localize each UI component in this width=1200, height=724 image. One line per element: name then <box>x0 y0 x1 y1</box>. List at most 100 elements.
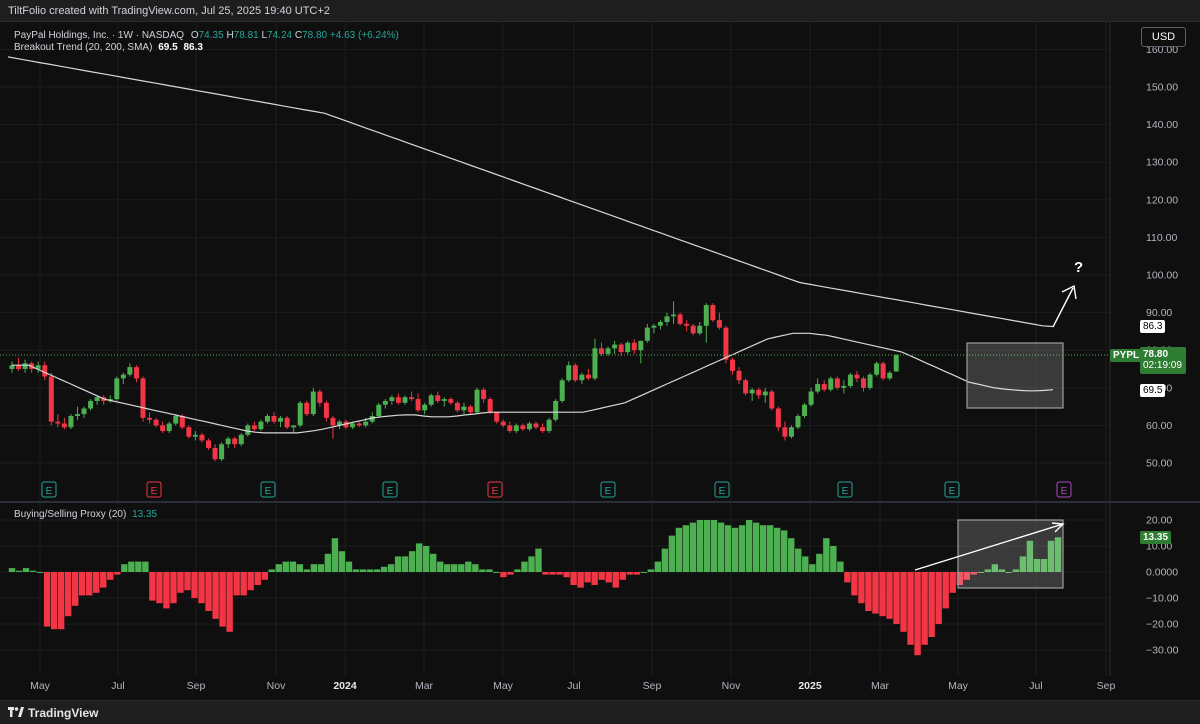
candle-body <box>782 427 788 437</box>
oscillator-bar <box>703 520 711 572</box>
time-tick-label: Sep <box>643 680 662 692</box>
candle-body <box>841 385 847 388</box>
time-tick-label: Jul <box>111 680 124 692</box>
oscillator-bar <box>163 572 170 609</box>
candle-body <box>861 378 866 388</box>
candle-body <box>251 425 257 430</box>
candle-body <box>638 340 644 351</box>
candle-body <box>762 391 768 396</box>
oscillator-bar <box>50 572 58 630</box>
candle-body <box>513 425 519 432</box>
candle-body <box>42 365 48 377</box>
oscillator-bar <box>577 572 584 588</box>
oscillator-bar <box>430 553 437 572</box>
symbol-tag: PYPL <box>1110 349 1143 362</box>
candle-body <box>802 404 808 416</box>
candle-body <box>441 399 447 401</box>
sma20-price-tag: 69.5 <box>1140 384 1166 397</box>
oscillator-bar <box>226 572 233 632</box>
candle-body <box>795 416 801 428</box>
candle-body <box>428 395 434 405</box>
oscillator-value-tag: 13.35 <box>1140 531 1172 544</box>
currency-button[interactable]: USD <box>1141 27 1186 47</box>
oscillator-bar <box>1019 556 1027 572</box>
topbar-text: TiltFolio created with TradingView.com, … <box>8 5 330 17</box>
candle-body <box>297 402 303 426</box>
candle-body <box>507 425 513 432</box>
oscillator-bar <box>766 525 774 572</box>
oscillator-bar <box>584 572 591 583</box>
oscillator-bar <box>710 520 718 572</box>
earnings-marker <box>1056 481 1072 498</box>
candle-body <box>192 434 198 437</box>
breakout-arrow <box>1052 287 1074 328</box>
candle-body <box>854 374 860 379</box>
earnings-marker <box>837 481 853 498</box>
oscillator-bar <box>507 572 514 575</box>
candle-body <box>179 416 185 428</box>
candle-body <box>847 374 853 386</box>
oscillator-bar <box>191 572 198 598</box>
legend-main: PayPal Holdings, Inc. · 1W · NASDAQ O74.… <box>14 30 399 41</box>
oscillator-bar <box>654 561 662 572</box>
earnings-marker-label: E <box>46 486 53 497</box>
candle-body <box>291 425 297 428</box>
candle-body <box>828 378 834 390</box>
oscillator-bar <box>788 538 795 572</box>
candle-body <box>703 305 709 326</box>
oscillator-bar <box>542 572 549 575</box>
oscillator-bar <box>345 561 353 572</box>
candle-body <box>625 342 631 353</box>
oscillator-bar <box>640 572 648 573</box>
earnings-marker-label: E <box>605 486 612 497</box>
oscillator-bar <box>647 569 655 572</box>
oscillator-bar <box>331 538 339 572</box>
candle-body <box>88 400 94 409</box>
earnings-marker-label: E <box>387 486 394 497</box>
candle-body <box>540 427 546 432</box>
earnings-marker <box>714 481 730 498</box>
price-tick-label: 120.00 <box>1146 194 1178 206</box>
candle-body <box>592 348 598 379</box>
oscillator-bar <box>717 522 725 572</box>
oscillator-bar <box>872 572 879 614</box>
oscillator-tick-label: 0.0000 <box>1146 567 1178 579</box>
time-tick-label: 2024 <box>333 680 357 692</box>
candle-body <box>657 322 663 326</box>
earnings-marker-label: E <box>719 486 726 497</box>
time-tick-label: Jul <box>567 680 580 692</box>
oscillator-bar <box>1054 537 1062 572</box>
legend-o-label: O <box>190 30 199 41</box>
oscillator-bar <box>15 570 23 572</box>
candle-body <box>468 406 473 413</box>
sma200-layer <box>7 56 1054 328</box>
candle-body <box>520 425 526 430</box>
oscillator-bar <box>1047 540 1055 572</box>
price-axis[interactable]: 160.00150.00140.00130.00120.00110.00100.… <box>1146 44 1178 470</box>
oscillator-bar <box>240 572 247 596</box>
topbar: TiltFolio created with TradingView.com, … <box>0 0 1200 22</box>
oscillator-bar <box>352 569 360 572</box>
candle-body <box>68 416 74 428</box>
candle-body <box>114 378 120 400</box>
oscillator-bar <box>921 572 928 645</box>
candle-body <box>225 438 231 445</box>
oscillator-bar <box>886 572 893 619</box>
oscillator-arrowhead <box>1051 522 1065 533</box>
sma20-layer <box>12 332 1054 434</box>
candle-body <box>867 374 873 388</box>
oscillator-bar <box>661 548 669 572</box>
oscillator-bar <box>415 543 423 572</box>
time-axis[interactable]: May Jul Sep Nov 2024 Mar May Jul Sep Nov 2025 Mar Ma… <box>30 680 1115 692</box>
sma20-line <box>12 332 1054 434</box>
oscillator-bar <box>928 572 935 637</box>
oscillator-bar <box>773 527 781 572</box>
legend-o-value: 74.35 <box>198 30 224 41</box>
oscillator-bar <box>268 569 275 572</box>
candle-body <box>395 397 401 403</box>
oscillator-bar <box>619 572 626 580</box>
oscillator-bar <box>879 572 886 617</box>
oscillator-bar <box>437 561 444 572</box>
